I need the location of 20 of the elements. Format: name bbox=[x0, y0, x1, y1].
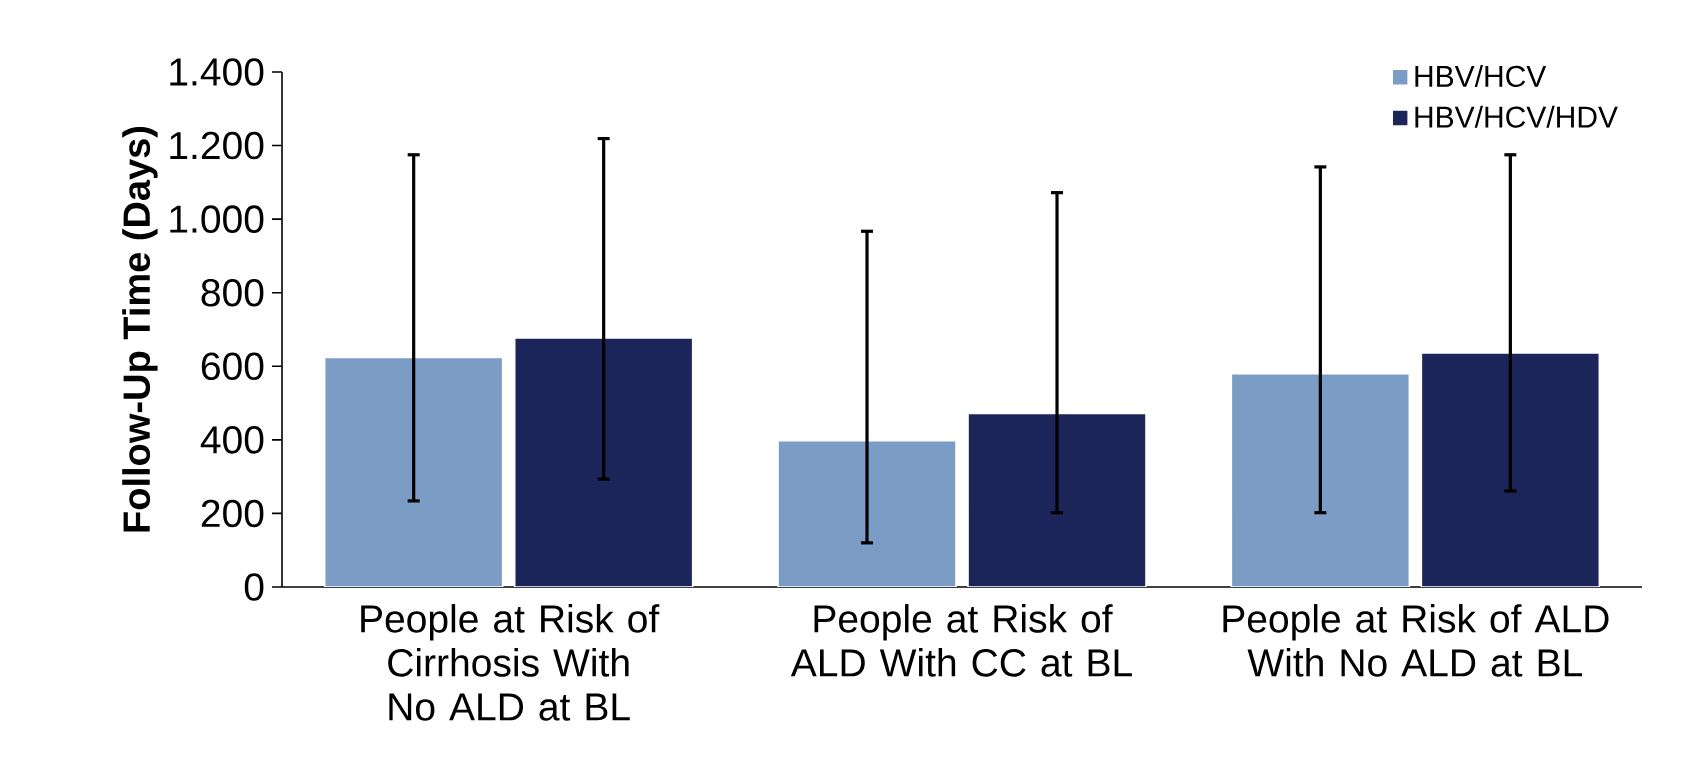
bar bbox=[967, 412, 1147, 587]
y-tick-label: 200 bbox=[201, 499, 264, 528]
y-tick-label: 0 bbox=[244, 573, 264, 601]
y-tick-label: 1.400 bbox=[170, 58, 264, 86]
bar bbox=[323, 356, 504, 587]
y-tick-label: 1.200 bbox=[170, 131, 264, 160]
y-tick-label: 400 bbox=[200, 426, 264, 454]
bar bbox=[513, 337, 694, 587]
x-tick-label: People at Risk of ALD With CC at BL bbox=[790, 604, 1132, 677]
bar bbox=[1230, 372, 1411, 587]
bar bbox=[1420, 352, 1601, 587]
y-tick-label: 1.000 bbox=[170, 205, 264, 233]
y-axis-title: Follow-Up Time (Days) bbox=[122, 126, 158, 532]
y-tick-label: 600 bbox=[201, 352, 264, 381]
x-tick-label: People at Risk of Cirrhosis With No ALD at BL bbox=[361, 604, 660, 721]
bar bbox=[777, 439, 957, 587]
x-tick-label: People at Risk of ALD With No ALD at BL bbox=[1223, 604, 1609, 677]
y-tick-label: 800 bbox=[201, 278, 264, 307]
legend-label: HBV/HCV/HDV bbox=[1415, 105, 1618, 128]
legend-label: HBV/HCV bbox=[1415, 64, 1547, 87]
